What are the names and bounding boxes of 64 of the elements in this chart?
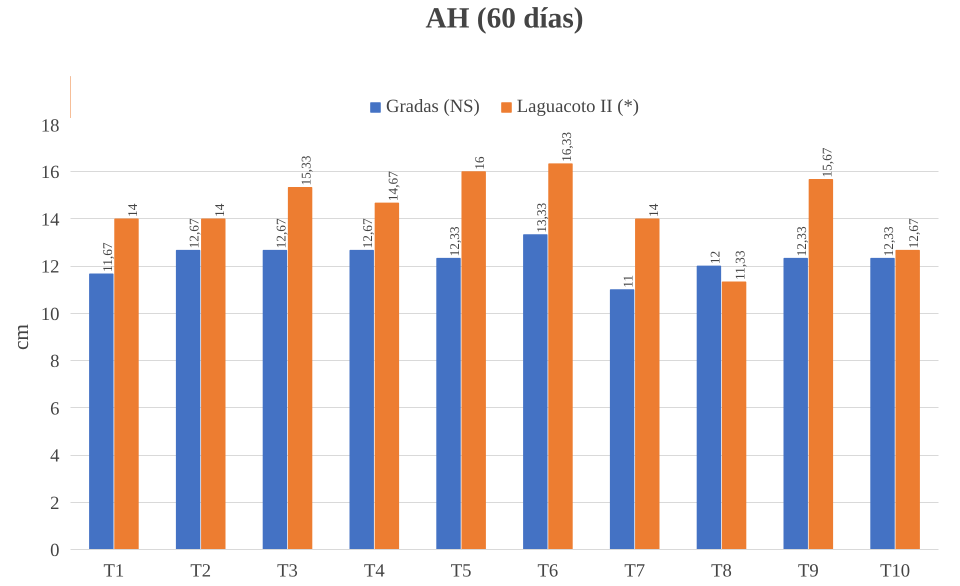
data-label: 11,67 (100, 242, 115, 272)
bar (895, 250, 920, 550)
y-tick-label: 8 (50, 351, 60, 372)
x-tick-label: T8 (711, 560, 732, 582)
x-tick-label: T1 (104, 560, 124, 582)
data-label: 12,33 (881, 226, 896, 256)
data-label: 12,67 (906, 218, 922, 248)
bar (461, 171, 486, 550)
y-tick-label: 4 (50, 446, 60, 467)
bar (870, 258, 895, 550)
y-tick-label: 10 (40, 304, 60, 325)
bar (610, 289, 634, 550)
bar (722, 281, 746, 550)
chart-title: AH (60 días) (425, 2, 584, 34)
data-label: 16 (472, 156, 488, 170)
legend-label: Gradas (NS) (386, 96, 480, 118)
bar (696, 266, 722, 550)
bar (349, 250, 374, 550)
x-tick-label: T2 (190, 560, 212, 582)
data-label: 16,33 (558, 132, 574, 162)
x-tick-label: T9 (798, 560, 819, 582)
bar (114, 218, 139, 550)
y-tick-label: 16 (40, 162, 60, 184)
bar (783, 258, 808, 550)
y-tick-label: 14 (40, 209, 60, 230)
bar (176, 250, 200, 550)
data-label: 12,67 (186, 218, 202, 248)
x-tick-label: T3 (277, 560, 298, 582)
legend-label: Laguacoto II (*) (516, 96, 640, 118)
bar (201, 218, 226, 550)
bar (436, 258, 461, 550)
data-label: 14 (646, 203, 661, 217)
bar (523, 234, 548, 550)
bar (808, 179, 834, 550)
y-tick-label: 0 (50, 540, 60, 561)
x-tick-label: T5 (450, 560, 472, 582)
bar (288, 187, 312, 550)
data-label: 12,33 (447, 226, 462, 256)
bar (374, 202, 400, 550)
data-label: 12 (707, 250, 722, 264)
data-label: 12,67 (273, 218, 288, 248)
data-label: 12,33 (794, 226, 810, 256)
data-label: 14,67 (385, 170, 400, 202)
bar (548, 163, 573, 550)
y-tick-label: 6 (50, 398, 60, 420)
bar (262, 250, 288, 550)
y-tick-label: 12 (40, 256, 60, 278)
data-label: 12,67 (360, 218, 376, 248)
y-axis-title: cm (8, 324, 33, 350)
x-tick-label: T6 (538, 560, 558, 582)
data-label: 11 (620, 274, 636, 288)
bar (635, 218, 660, 550)
data-label: 15,67 (819, 147, 834, 178)
bar (89, 273, 114, 550)
x-tick-label: T10 (880, 560, 910, 582)
data-label: 13,33 (534, 202, 549, 233)
data-label: 14 (124, 203, 140, 217)
y-tick-label: 18 (40, 116, 60, 136)
x-tick-label: T4 (364, 560, 386, 582)
x-tick-label: T7 (624, 560, 646, 582)
data-label: 15,33 (298, 155, 314, 186)
data-label: 14 (212, 203, 227, 217)
data-label: 11,33 (732, 250, 748, 280)
y-tick-label: 2 (50, 492, 60, 514)
